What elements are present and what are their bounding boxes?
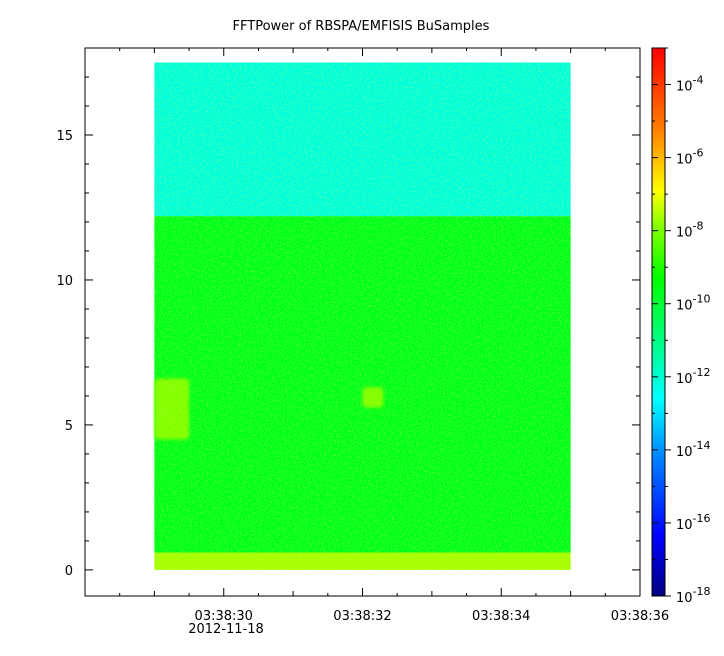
x-tick-label: 03:38:34: [472, 609, 530, 624]
colorbar-tick-label: 10-6: [676, 147, 704, 168]
spectrogram-image: [154, 62, 571, 570]
colorbar-tick-label: 10-10: [676, 293, 711, 314]
colorbar-tick-label: 10-4: [676, 74, 704, 95]
chart-title: FFTPower of RBSPA/EMFISIS BuSamples: [233, 19, 490, 34]
x-tick-label: 03:38:30: [195, 609, 253, 624]
colorbar-axis: 10-18 10-16 10-14 10-12 10-10 10-8 10-6 10-4: [652, 47, 711, 606]
colorbar: [651, 47, 666, 597]
y-tick-label: 5: [65, 419, 73, 434]
colorbar-tick-label: 10-12: [676, 366, 711, 387]
colorbar-tick-label: 10-14: [676, 439, 711, 460]
x-tick-label: 03:38:32: [333, 609, 391, 624]
colorbar-tick-label: 10-18: [676, 585, 711, 606]
spectrogram-texture: [154, 62, 571, 570]
y-tick-label: 0: [65, 564, 73, 579]
y-axis: 0 5 10 15: [56, 76, 640, 579]
colorbar-tick-label: 10-8: [676, 220, 704, 241]
x-axis: 03:38:30 03:38:32 03:38:34 03:38:36: [119, 48, 669, 624]
colorbar-tick-label: 10-16: [676, 512, 711, 533]
x-date-label: 2012-11-18: [188, 622, 264, 637]
y-tick-label: 15: [56, 129, 73, 144]
y-tick-label: 10: [56, 274, 73, 289]
x-tick-label: 03:38:36: [611, 609, 669, 624]
